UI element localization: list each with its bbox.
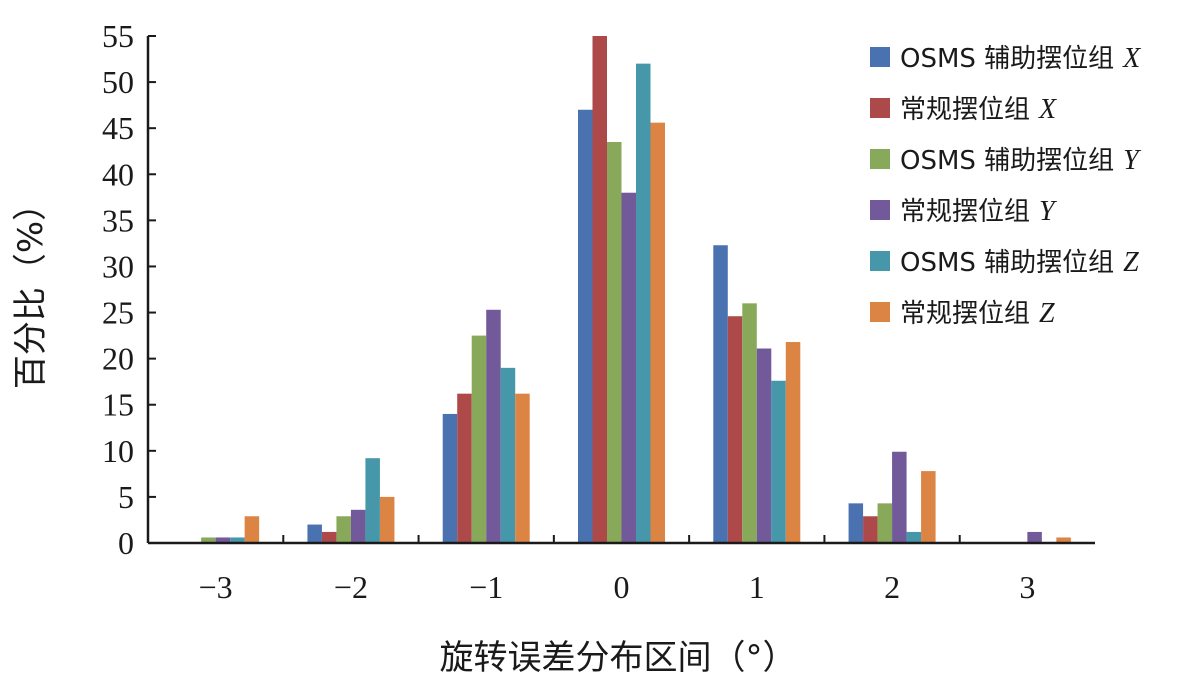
legend-swatch — [870, 149, 890, 169]
legend-label: OSMS 辅助摆位组 — [900, 146, 1114, 176]
bar — [863, 516, 878, 543]
y-tick-label: 40 — [102, 156, 134, 192]
bar — [636, 63, 651, 544]
bar — [379, 496, 395, 543]
legend-axis-label: Z — [1123, 247, 1139, 278]
bar — [771, 380, 786, 543]
legend-label: OSMS 辅助摆位组 — [900, 248, 1114, 278]
bar — [365, 458, 380, 543]
bar — [906, 531, 922, 543]
bar — [457, 393, 472, 543]
bar — [1056, 537, 1071, 543]
bar — [621, 192, 636, 543]
x-tick-label: −3 — [199, 569, 233, 605]
legend-axis-label: Y — [1039, 196, 1058, 227]
legend-label: OSMS 辅助摆位组 — [900, 44, 1114, 74]
y-tick-label: 5 — [118, 479, 134, 515]
legend-axis-label: Z — [1039, 298, 1055, 329]
legend-swatch — [870, 47, 890, 67]
bars — [201, 36, 1071, 544]
legend-item: OSMS 辅助摆位组 Y — [870, 145, 1142, 176]
bar — [578, 109, 593, 543]
bar — [892, 451, 907, 543]
bar — [921, 471, 936, 543]
x-tick-label: 2 — [884, 569, 900, 605]
legend-label: 常规摆位组 — [900, 197, 1030, 227]
bar — [321, 531, 337, 543]
bar — [848, 503, 864, 543]
legend-swatch — [870, 251, 890, 271]
bar — [442, 413, 458, 543]
bar — [201, 537, 216, 543]
bar — [350, 509, 366, 543]
bar — [1027, 531, 1042, 543]
y-tick-label: 55 — [102, 18, 134, 54]
bar — [650, 122, 665, 544]
y-tick-label: 50 — [102, 64, 134, 100]
x-tick-label: −2 — [334, 569, 368, 605]
y-tick-label: 25 — [102, 295, 134, 331]
legend-item: OSMS 辅助摆位组 Z — [870, 247, 1139, 278]
y-tick-label: 30 — [102, 248, 134, 284]
y-tick-label: 35 — [102, 202, 134, 238]
legend-label: 常规摆位组 — [900, 299, 1030, 329]
y-axis-title: 百分比（%） — [11, 187, 51, 389]
legend-axis-label: X — [1038, 94, 1057, 125]
x-tick-label: 3 — [1019, 569, 1035, 605]
y-tick-label: 20 — [102, 341, 134, 377]
y-tick-label: 0 — [118, 525, 134, 561]
x-tick-label: 0 — [614, 569, 630, 605]
legend-axis-label: Y — [1123, 145, 1142, 176]
bar — [471, 335, 487, 543]
legend-swatch — [870, 98, 890, 118]
x-tick-label: 1 — [749, 569, 765, 605]
y-tick-label: 15 — [102, 387, 134, 423]
bar — [486, 309, 501, 543]
x-axis-title: 旋转误差分布区间（°） — [440, 638, 797, 677]
legend-label: 常规摆位组 — [900, 95, 1030, 125]
bar — [215, 537, 231, 543]
bar — [877, 503, 893, 543]
legend-swatch — [870, 200, 890, 220]
y-axis-ticks: 0 5 10 15 20 25 30 35 40 45 50 55 — [102, 18, 156, 561]
legend-item: 常规摆位组 Y — [870, 196, 1058, 227]
bar — [500, 367, 516, 543]
legend-item: OSMS 辅助摆位组 X — [870, 43, 1141, 74]
y-tick-label: 10 — [102, 433, 134, 469]
bar — [785, 342, 801, 543]
bar — [515, 393, 530, 543]
legend-swatch — [870, 302, 890, 322]
bar — [713, 245, 728, 543]
bar — [607, 142, 622, 543]
bar — [727, 316, 743, 543]
bar — [592, 36, 607, 543]
bar — [307, 524, 322, 543]
x-tick-label: −1 — [469, 569, 503, 605]
bar — [742, 303, 757, 543]
y-tick-label: 45 — [102, 110, 134, 146]
legend-axis-label: X — [1122, 43, 1141, 74]
bar — [230, 537, 245, 543]
legend-item: 常规摆位组 X — [870, 94, 1057, 125]
bar — [244, 516, 260, 543]
bar — [336, 516, 351, 543]
x-axis-ticks: −3 −2 −1 0 1 2 3 — [199, 535, 1035, 605]
bar — [756, 348, 772, 543]
legend-item: 常规摆位组 Z — [870, 298, 1055, 329]
